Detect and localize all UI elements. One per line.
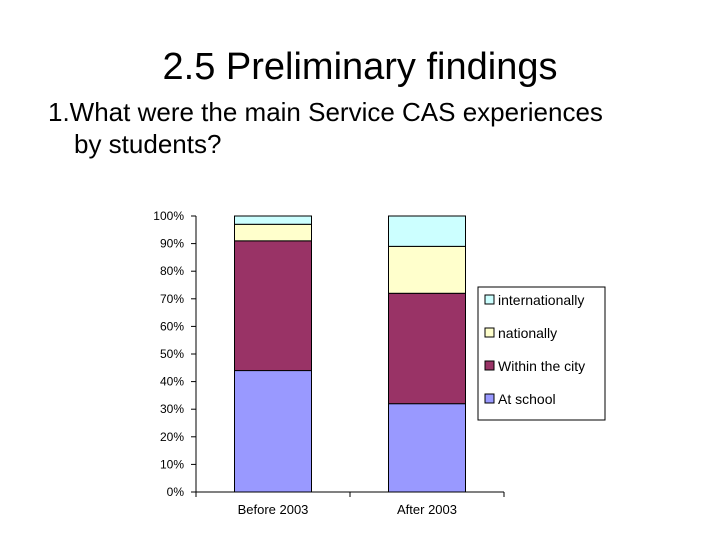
legend-box <box>477 286 606 421</box>
bar-segment-nationally <box>388 245 466 294</box>
question-text: 1.What were the main Service CAS experie… <box>48 96 688 160</box>
bar-segment-within-the-city <box>234 240 312 372</box>
y-tick-label: 0% <box>167 485 185 499</box>
legend-label: nationally <box>498 325 557 341</box>
x-category-label: After 2003 <box>397 502 457 517</box>
question-line-1: 1.What were the main Service CAS experie… <box>48 97 603 127</box>
y-tick-label: 10% <box>160 457 184 471</box>
bar-segment-at-school <box>388 403 466 493</box>
x-category-label: Before 2003 <box>238 502 309 517</box>
y-tick-label: 60% <box>160 319 184 333</box>
y-tick-label: 70% <box>160 292 184 306</box>
legend-label: At school <box>498 391 556 407</box>
bar-segment-internationally <box>234 215 312 225</box>
y-tick-label: 100% <box>153 209 184 223</box>
slide-title: 2.5 Preliminary findings <box>162 46 558 88</box>
legend-swatch <box>484 393 495 404</box>
y-tick-label: 20% <box>160 430 184 444</box>
bar-segment-nationally <box>234 223 312 242</box>
bar-segment-internationally <box>388 215 466 247</box>
legend-swatch <box>484 327 495 338</box>
y-tick-label: 50% <box>160 347 184 361</box>
question-line-2: by students? <box>74 129 222 159</box>
bar-segment-at-school <box>234 370 312 493</box>
legend-label: Within the city <box>498 358 585 374</box>
legend-swatch <box>484 360 495 371</box>
legend-label: internationally <box>498 292 584 308</box>
y-tick-label: 30% <box>160 402 184 416</box>
y-tick-label: 90% <box>160 237 184 251</box>
y-tick-label: 80% <box>160 264 184 278</box>
y-tick-label: 40% <box>160 375 184 389</box>
bar-segment-within-the-city <box>388 292 466 405</box>
legend-swatch <box>484 294 495 305</box>
